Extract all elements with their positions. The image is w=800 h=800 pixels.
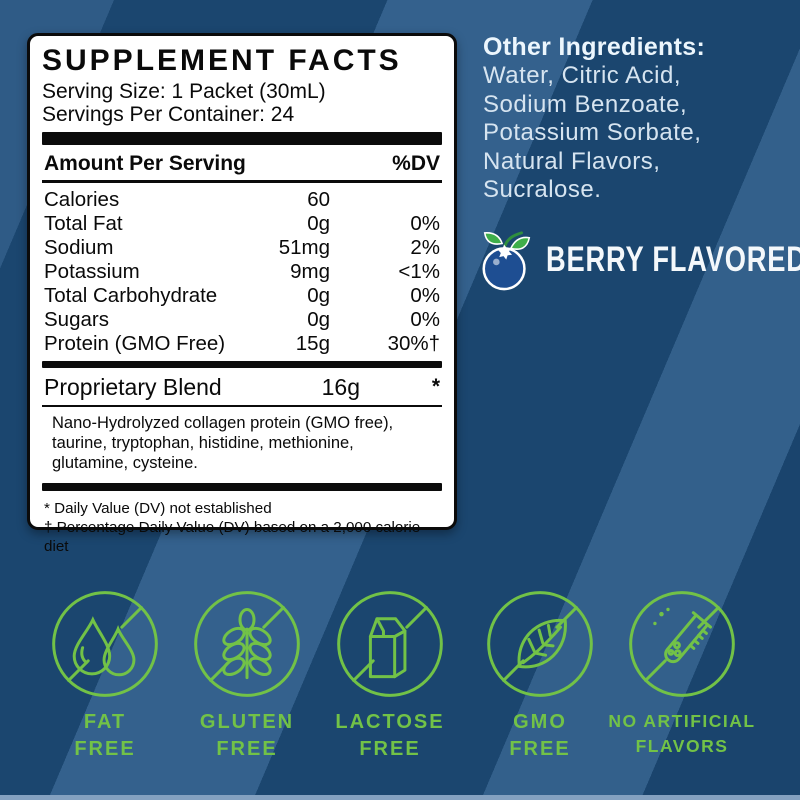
ingredient-line: Natural Flavors, — [483, 147, 661, 175]
blend-description: Nano-Hydrolyzed collagen protein (GMO fr… — [52, 414, 394, 472]
nutrient-rows: Calories 60 Total Fat 0g 0% Sodium 51mg … — [42, 183, 442, 356]
nutrient-dv: 0% — [410, 212, 440, 235]
nutrient-name: Protein (GMO Free) — [44, 332, 226, 355]
divider-thick — [42, 132, 442, 145]
nutrient-name: Total Fat — [44, 212, 123, 235]
badge-fat-free: FAT FREE — [15, 588, 195, 763]
badge-label: NO ARTIFICIAL FLAVORS — [608, 711, 756, 756]
badge-label: FAT FREE — [74, 711, 136, 760]
nutrient-dv: 30%† — [387, 332, 440, 355]
ingredient-line: Sucralose. — [483, 176, 602, 203]
nutrient-name: Calories — [44, 188, 120, 211]
footnote-percent-dv: † Percentage Daily Value (DV) based on a… — [44, 519, 421, 555]
nutrient-amount: 60 — [307, 188, 330, 211]
nutrient-dv: 2% — [410, 236, 440, 259]
nutrient-amount: 9mg — [290, 260, 330, 283]
servings-per-container: Servings Per Container: 24 — [42, 103, 295, 126]
table-row: Total Fat 0g 0% — [42, 212, 442, 236]
nutrient-amount: 0g — [307, 308, 330, 331]
blend-amount: 16g — [321, 374, 360, 400]
dv-header: %DV — [392, 152, 440, 175]
table-row: Potassium 9mg <1% — [42, 260, 442, 284]
badge-gmo-free: GMO FREE — [450, 588, 630, 763]
nutrient-amount: 51mg — [278, 236, 330, 259]
nutrient-name: Sugars — [44, 308, 109, 331]
bottom-accent-strip — [0, 795, 800, 800]
table-row: Calories 60 — [42, 188, 442, 212]
nutrient-dv: 0% — [410, 284, 440, 307]
nutrient-dv: 0% — [410, 308, 440, 331]
serving-size: Serving Size: 1 Packet (30mL) — [42, 80, 326, 103]
footnote-dv: * Daily Value (DV) not established — [44, 500, 272, 517]
table-row: Protein (GMO Free) 15g 30%† — [42, 332, 442, 356]
supplement-facts-panel: SUPPLEMENT FACTS Serving Size: 1 Packet … — [27, 33, 457, 555]
table-row: Sodium 51mg 2% — [42, 236, 442, 260]
amount-per-serving-header: Amount Per Serving — [44, 152, 246, 175]
wheat-icon — [194, 591, 300, 697]
other-ingredients: Other Ingredients: Water, Citric Acid, S… — [483, 33, 783, 205]
blend-dv: * — [431, 375, 440, 398]
nutrient-dv — [330, 188, 440, 212]
nutrient-amount: 0g — [307, 284, 330, 307]
flavor-label: BERRY FLAVORED — [546, 240, 800, 279]
nutrient-name: Potassium — [44, 260, 140, 283]
nutrient-amount: 15g — [295, 332, 330, 355]
nutrient-name: Total Carbohydrate — [44, 284, 218, 307]
ingredient-line: Sodium Benzoate, — [483, 90, 688, 118]
blend-name: Proprietary Blend — [44, 374, 222, 400]
leaf-icon — [487, 591, 593, 697]
ingredient-line: Water, Citric Acid, — [483, 62, 681, 89]
nutrient-amount: 0g — [307, 212, 330, 235]
nutrient-name: Sodium — [44, 236, 114, 259]
table-row: Sugars 0g 0% — [42, 308, 442, 332]
badge-row: FAT FREE GLUTEN FREE — [0, 588, 800, 778]
flavor-callout: BERRY FLAVORED — [476, 226, 800, 294]
badge-label: GMO FREE — [509, 711, 571, 760]
badge-lactose-free: LACTOSE FREE — [300, 588, 480, 763]
badge-no-artificial-flavors: NO ARTIFICIAL FLAVORS — [592, 588, 772, 759]
ingredient-line: Potassium Sorbate, — [483, 119, 702, 146]
panel-title: SUPPLEMENT FACTS — [42, 44, 402, 77]
other-ingredients-title: Other Ingredients: — [483, 33, 706, 61]
table-row: Total Carbohydrate 0g 0% — [42, 284, 442, 308]
milk-carton-icon — [337, 591, 443, 697]
divider-thick — [42, 361, 442, 368]
badge-label: GLUTEN FREE — [199, 711, 295, 760]
test-tube-icon — [629, 591, 735, 697]
nutrient-dv: <1% — [398, 260, 440, 283]
blueberry-icon — [482, 231, 531, 291]
proprietary-blend-row: Proprietary Blend 16g * — [42, 368, 442, 407]
badge-label: LACTOSE FREE — [335, 711, 445, 760]
badge-gluten-free: GLUTEN FREE — [157, 588, 337, 763]
footnotes: * Daily Value (DV) not established † Per… — [42, 491, 442, 556]
divider-thick — [42, 483, 442, 491]
droplet-icon — [52, 591, 158, 697]
table-header: Amount Per Serving %DV — [42, 145, 442, 183]
